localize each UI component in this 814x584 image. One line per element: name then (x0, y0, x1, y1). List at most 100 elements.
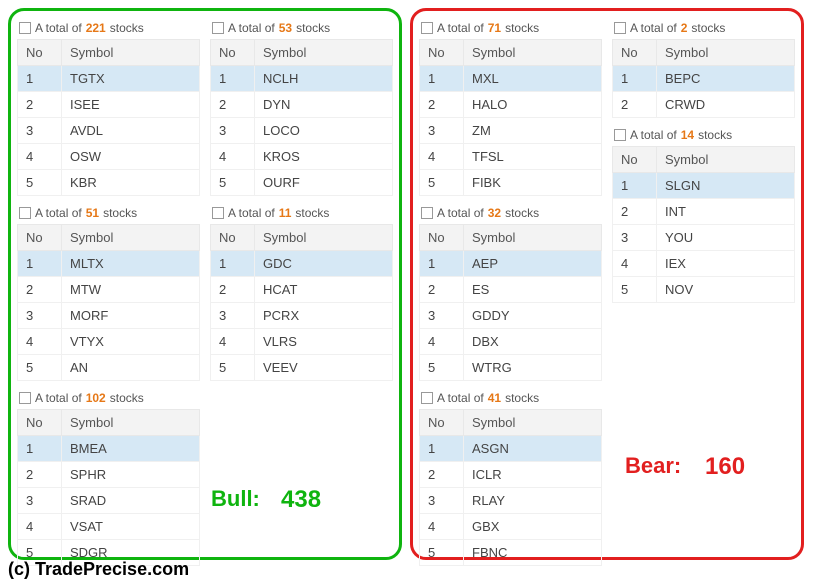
table-row[interactable]: 1GDC (211, 251, 393, 277)
table-row[interactable]: 5KBR (18, 170, 200, 196)
select-all-checkbox[interactable] (212, 207, 224, 219)
table-row[interactable]: 5AN (18, 355, 200, 381)
select-all-checkbox[interactable] (19, 392, 31, 404)
stock-table: NoSymbol1BEPC2CRWD (612, 39, 795, 118)
cell-symbol: BEPC (657, 66, 795, 92)
table-row[interactable]: 4VTYX (18, 329, 200, 355)
table-row[interactable]: 2HALO (420, 92, 602, 118)
col-no[interactable]: No (420, 225, 464, 251)
col-no[interactable]: No (613, 147, 657, 173)
stock-table: NoSymbol1NCLH2DYN3LOCO4KROS5OURF (210, 39, 393, 196)
bull-summary-total: 438 (281, 486, 321, 514)
total-prefix: A total of (437, 391, 484, 405)
table-row[interactable]: 2ICLR (420, 462, 602, 488)
bull-col-1: A total of 221 stocksNoSymbol1TGTX2ISEE3… (17, 15, 200, 549)
table-row[interactable]: 2HCAT (211, 277, 393, 303)
panel-header: A total of 102 stocks (17, 385, 200, 409)
total-count: 41 (488, 391, 501, 405)
table-row[interactable]: 5FIBK (420, 170, 602, 196)
select-all-checkbox[interactable] (614, 129, 626, 141)
table-row[interactable]: 3AVDL (18, 118, 200, 144)
col-no[interactable]: No (420, 40, 464, 66)
table-row[interactable]: 3RLAY (420, 488, 602, 514)
table-row[interactable]: 1BEPC (613, 66, 795, 92)
cell-no: 5 (211, 355, 255, 381)
col-no[interactable]: No (18, 410, 62, 436)
table-row[interactable]: 4IEX (613, 251, 795, 277)
table-row[interactable]: 2CRWD (613, 92, 795, 118)
table-row[interactable]: 3PCRX (211, 303, 393, 329)
col-symbol[interactable]: Symbol (62, 225, 200, 251)
col-no[interactable]: No (18, 40, 62, 66)
select-all-checkbox[interactable] (421, 22, 433, 34)
table-row[interactable]: 1ASGN (420, 436, 602, 462)
table-row[interactable]: 3GDDY (420, 303, 602, 329)
cell-symbol: NCLH (255, 66, 393, 92)
table-row[interactable]: 3SRAD (18, 488, 200, 514)
table-row[interactable]: 2MTW (18, 277, 200, 303)
select-all-checkbox[interactable] (19, 22, 31, 34)
col-symbol[interactable]: Symbol (464, 410, 602, 436)
table-row[interactable]: 4OSW (18, 144, 200, 170)
col-symbol[interactable]: Symbol (464, 225, 602, 251)
cell-symbol: AN (62, 355, 200, 381)
cell-symbol: AVDL (62, 118, 200, 144)
table-row[interactable]: 3YOU (613, 225, 795, 251)
select-all-checkbox[interactable] (421, 392, 433, 404)
col-symbol[interactable]: Symbol (62, 410, 200, 436)
col-no[interactable]: No (18, 225, 62, 251)
stock-panel: A total of 14 stocksNoSymbol1SLGN2INT3YO… (612, 122, 795, 303)
table-row[interactable]: 4VSAT (18, 514, 200, 540)
cell-no: 1 (211, 66, 255, 92)
table-row[interactable]: 4VLRS (211, 329, 393, 355)
table-row[interactable]: 1AEP (420, 251, 602, 277)
select-all-checkbox[interactable] (212, 22, 224, 34)
cell-no: 4 (211, 329, 255, 355)
col-no[interactable]: No (420, 410, 464, 436)
table-row[interactable]: 5FBNC (420, 540, 602, 566)
table-row[interactable]: 3LOCO (211, 118, 393, 144)
col-symbol[interactable]: Symbol (657, 40, 795, 66)
cell-symbol: FIBK (464, 170, 602, 196)
stock-panel: A total of 71 stocksNoSymbol1MXL2HALO3ZM… (419, 15, 602, 196)
copyright-text: (c) TradePrecise.com (8, 559, 189, 580)
table-row[interactable]: 1MXL (420, 66, 602, 92)
table-row[interactable]: 5OURF (211, 170, 393, 196)
col-symbol[interactable]: Symbol (62, 40, 200, 66)
col-no[interactable]: No (211, 40, 255, 66)
col-no[interactable]: No (613, 40, 657, 66)
select-all-checkbox[interactable] (421, 207, 433, 219)
table-row[interactable]: 1TGTX (18, 66, 200, 92)
table-row[interactable]: 2INT (613, 199, 795, 225)
select-all-checkbox[interactable] (614, 22, 626, 34)
table-row[interactable]: 2ES (420, 277, 602, 303)
col-symbol[interactable]: Symbol (464, 40, 602, 66)
table-row[interactable]: 2SPHR (18, 462, 200, 488)
col-symbol[interactable]: Symbol (657, 147, 795, 173)
cell-symbol: TGTX (62, 66, 200, 92)
col-symbol[interactable]: Symbol (255, 225, 393, 251)
stock-panel: A total of 102 stocksNoSymbol1BMEA2SPHR3… (17, 385, 200, 566)
table-row[interactable]: 4TFSL (420, 144, 602, 170)
table-row[interactable]: 1MLTX (18, 251, 200, 277)
cell-no: 1 (18, 436, 62, 462)
table-row[interactable]: 4KROS (211, 144, 393, 170)
cell-no: 2 (420, 277, 464, 303)
table-row[interactable]: 5NOV (613, 277, 795, 303)
table-row[interactable]: 5WTRG (420, 355, 602, 381)
table-row[interactable]: 4GBX (420, 514, 602, 540)
stock-table: NoSymbol1MLTX2MTW3MORF4VTYX5AN (17, 224, 200, 381)
table-row[interactable]: 1SLGN (613, 173, 795, 199)
select-all-checkbox[interactable] (19, 207, 31, 219)
col-symbol[interactable]: Symbol (255, 40, 393, 66)
table-row[interactable]: 1NCLH (211, 66, 393, 92)
table-row[interactable]: 1BMEA (18, 436, 200, 462)
table-row[interactable]: 2DYN (211, 92, 393, 118)
table-row[interactable]: 2ISEE (18, 92, 200, 118)
table-row[interactable]: 3MORF (18, 303, 200, 329)
cell-no: 4 (211, 144, 255, 170)
table-row[interactable]: 3ZM (420, 118, 602, 144)
table-row[interactable]: 5VEEV (211, 355, 393, 381)
col-no[interactable]: No (211, 225, 255, 251)
table-row[interactable]: 4DBX (420, 329, 602, 355)
